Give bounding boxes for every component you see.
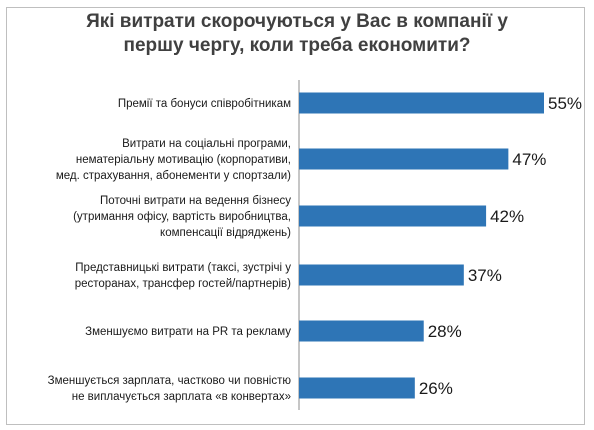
category-label-5-line-1: Зменшуємо витрати на PR та рекламу <box>85 326 291 338</box>
chart-title: Які витрати скорочуються у Вас в компані… <box>0 10 594 58</box>
value-label-1: 55% <box>548 94 582 113</box>
category-label-2-line-1: Витрати на соціальні програми, <box>122 138 291 150</box>
category-label-2-line-3: мед. страхування, абонементи у спортзали… <box>56 170 291 182</box>
bar-4 <box>299 264 464 286</box>
chart-title-line-1: Які витрати скорочуються у Вас в компані… <box>86 11 508 32</box>
bar-3 <box>299 205 487 227</box>
chart-title-line-2: першу чергу, коли треба економити? <box>123 35 471 56</box>
value-label-2: 47% <box>512 150 546 169</box>
category-label-1-line-1: Премії та бонуси співробітникам <box>118 98 291 110</box>
category-label-3-line-1: Поточні витрати на ведення бізнесу <box>100 195 291 207</box>
category-label-2-line-2: нематеріальну мотивацію (корпоративи, <box>76 154 291 166</box>
category-label-6-line-2: не виплачується зарплата «в конвертах» <box>72 391 291 403</box>
bar-2 <box>299 148 509 170</box>
bar-6 <box>299 377 415 399</box>
category-label-4-line-1: Представницькі витрати (таксі, зустрічі … <box>75 262 291 274</box>
category-label-6-line-1: Зменшується зарплата, частково чи повніс… <box>48 375 292 387</box>
category-label-4-line-2: ресторанах, трансфер гостей/партнерів) <box>75 278 291 290</box>
value-label-4: 37% <box>468 266 502 285</box>
value-label-5: 28% <box>428 322 462 341</box>
value-label-3: 42% <box>490 207 524 226</box>
category-label-3-line-3: компенсації відряджень) <box>160 227 291 239</box>
bar-5 <box>299 320 424 342</box>
chart-frame <box>6 7 585 425</box>
bar-1 <box>299 92 544 114</box>
value-label-6: 26% <box>419 379 453 398</box>
category-label-3-line-2: (утримання офісу, вартість виробництва, <box>73 211 291 223</box>
